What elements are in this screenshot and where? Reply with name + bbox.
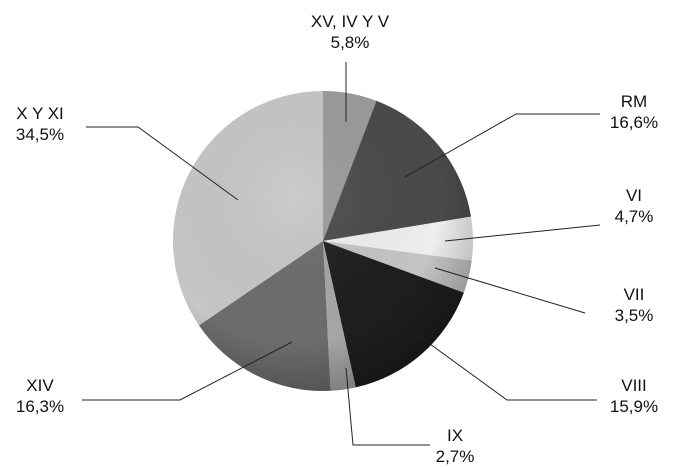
slice-percent-label: 4,7% [615,207,654,226]
leader-line [396,319,597,401]
slice-name-label: XIV [26,376,54,395]
slice-name-label: VIII [621,376,647,395]
slice-percent-label: 3,5% [615,306,654,325]
slice-name-label: XV, IV Y V [311,12,390,31]
slice-name-label: IX [447,426,463,445]
slice-name-label: VI [626,186,642,205]
slice-percent-label: 15,9% [610,397,658,416]
slice-percent-label: 2,7% [436,447,475,466]
slice-name-label: VII [624,285,645,304]
slice-percent-label: 16,6% [610,113,658,132]
pie-slices [173,91,474,391]
leader-line [444,224,601,242]
slice-name-label: RM [621,92,647,111]
leader-line [404,113,600,178]
slice-percent-label: 16,3% [16,397,64,416]
slice-percent-label: 5,8% [331,33,370,52]
leader-line [345,367,430,446]
slice-labels: XV, IV Y V 5,8% RM 16,6% VI 4,7% VII 3,5% VIII 15… [16,12,658,466]
leader-line [82,341,293,401]
leader-line [434,267,586,314]
leader-line [86,126,239,201]
slice-percent-label: 34,5% [16,125,64,144]
leader-lines [82,62,601,446]
slice-name-label: X Y XI [16,104,64,123]
